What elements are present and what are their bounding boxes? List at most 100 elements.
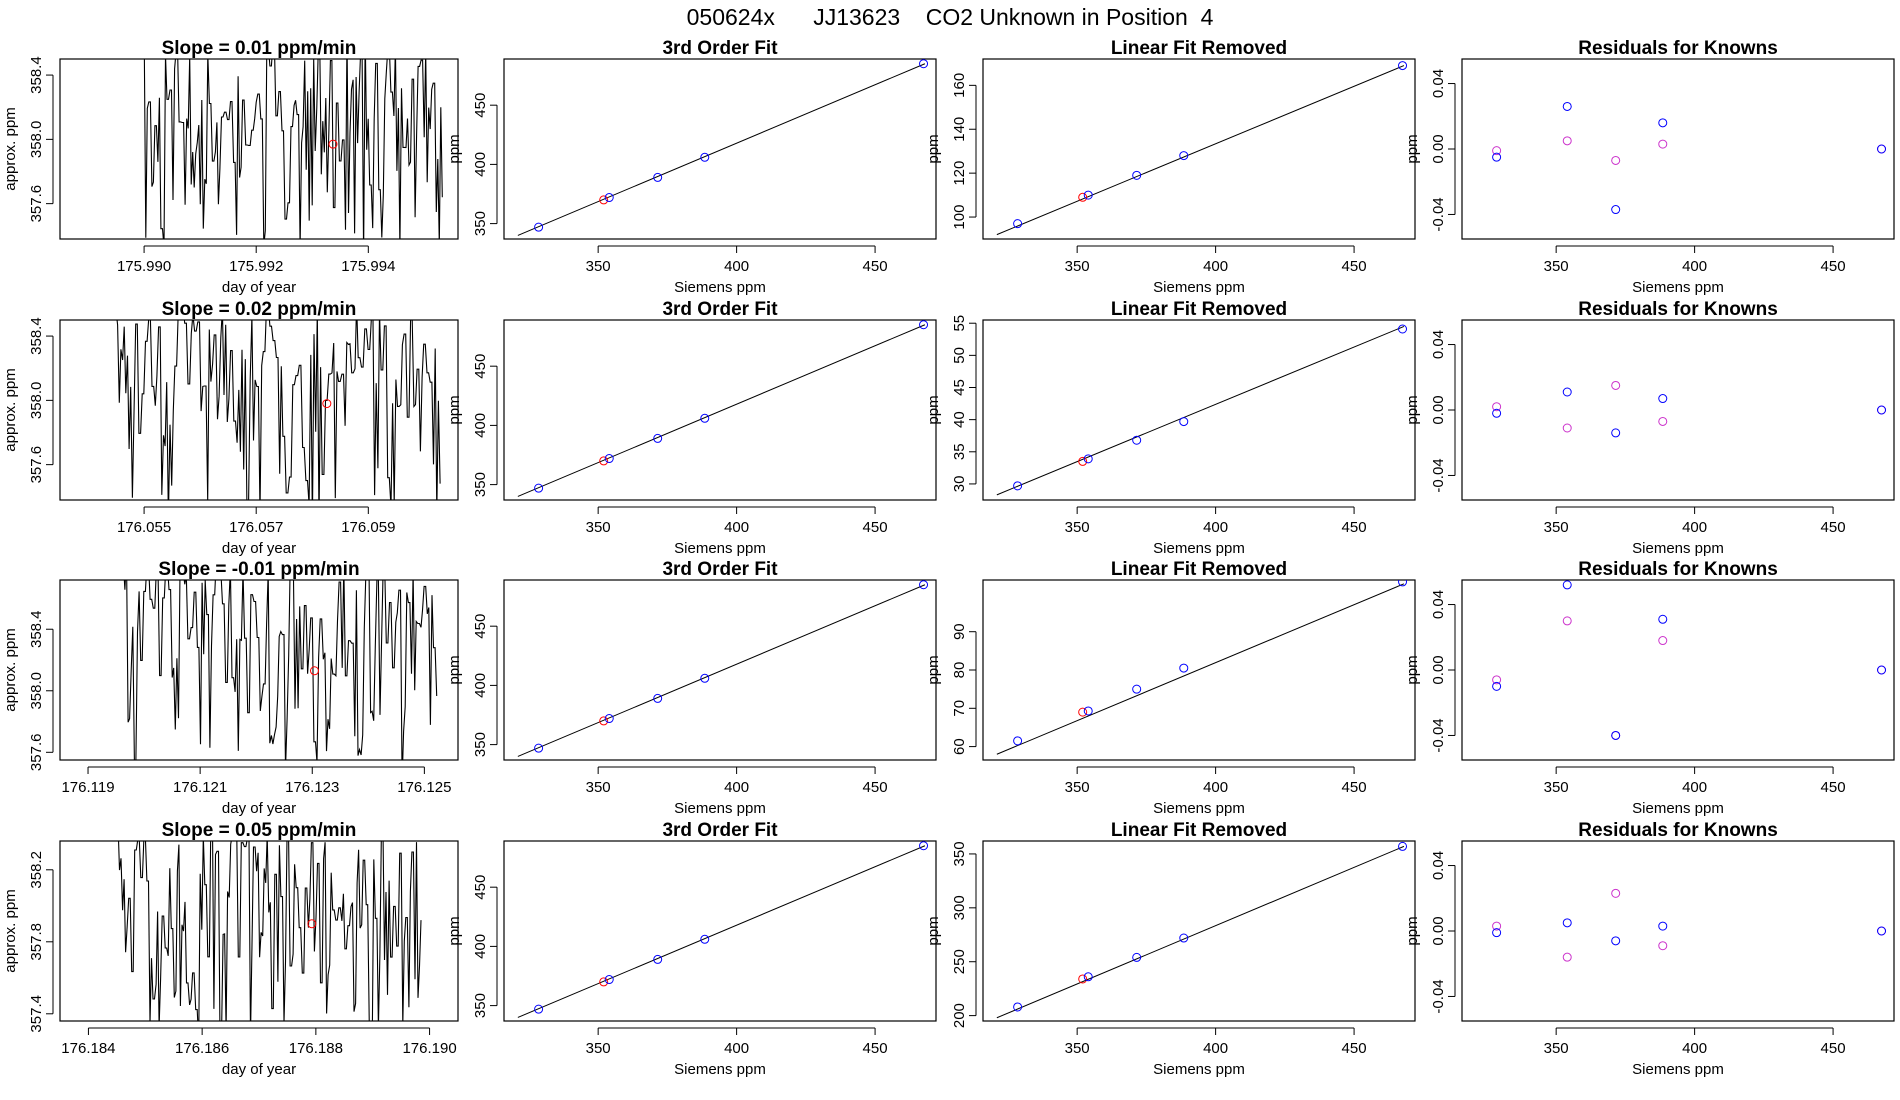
x-tick-label: 176.057: [229, 519, 283, 536]
known-point: [1013, 1002, 1023, 1012]
x-tick-label: 400: [724, 779, 749, 796]
panel-timeseries: Slope = 0.02 ppm/min 176.055 176.057 176.05…: [2, 299, 459, 557]
x-tick-label: 350: [1065, 1040, 1090, 1057]
y-axis-label: ppm: [925, 655, 942, 684]
known-point: [1132, 684, 1142, 694]
known-point: [919, 59, 929, 69]
x-tick-label: 400: [1682, 519, 1707, 536]
panel-linear-removed: Linear Fit Removed 350 400 450 Siemens ppm 60…: [925, 559, 1416, 817]
y-axis-label: ppm: [1404, 655, 1421, 684]
panel-linear-removed: Linear Fit Removed 350 400 450 Siemens ppm 10…: [925, 38, 1416, 296]
residual-point: [1658, 614, 1668, 624]
known-point: [1132, 435, 1142, 445]
data-marks: [1492, 101, 1887, 215]
plot-title: Residuals for Knowns: [1578, 38, 1778, 59]
residual-point-alt: [1492, 675, 1502, 685]
known-point: [1398, 580, 1408, 587]
unknown-point: [599, 195, 609, 205]
x-axis-label: Siemens ppm: [1153, 540, 1245, 557]
data-marks: [118, 841, 422, 1021]
panel-residuals: Residuals for Knowns 350 400 450 Siemens ppm…: [1404, 559, 1895, 817]
residual-point-alt: [1562, 616, 1572, 626]
x-axis-label: day of year: [222, 1061, 296, 1078]
plot-frame: [1461, 319, 1895, 501]
data-marks: [1492, 580, 1887, 740]
y-tick-label: 350: [472, 472, 489, 497]
y-tick-label: 357.8: [28, 923, 45, 961]
residual-point: [1877, 405, 1887, 415]
y-axis-label: ppm: [925, 916, 942, 945]
y-tick-label: 358.4: [28, 610, 45, 648]
plot-frame: [982, 319, 1416, 501]
y-tick-label: 0.00: [1430, 655, 1447, 684]
known-point: [1179, 151, 1189, 161]
residual-point-alt: [1611, 155, 1621, 165]
y-axis-label: ppm: [925, 134, 942, 163]
y-axis-label: ppm: [446, 916, 463, 945]
x-tick-label: 400: [1203, 779, 1228, 796]
fit-line: [517, 845, 926, 1018]
x-tick-label: 400: [1203, 519, 1228, 536]
known-point: [919, 841, 929, 851]
x-axis-label: Siemens ppm: [674, 279, 766, 296]
residual-point: [1492, 408, 1502, 418]
data-marks: [143, 59, 443, 239]
plot-frame: [503, 58, 937, 240]
plot-frame: [503, 840, 937, 1022]
x-tick-label: 350: [586, 779, 611, 796]
y-tick-label: 357.6: [28, 734, 45, 772]
y-tick-label: 450: [472, 875, 489, 900]
y-tick-label: -0.04: [1430, 458, 1447, 492]
fit-line: [996, 845, 1405, 1019]
x-axis-label: Siemens ppm: [1632, 800, 1724, 817]
panel-residuals: Residuals for Knowns 350 400 450 Siemens ppm…: [1404, 38, 1895, 296]
y-tick-label: -0.04: [1430, 979, 1447, 1013]
unknown-point: [322, 399, 332, 409]
y-tick-label: 40: [951, 411, 968, 428]
residual-point: [1611, 428, 1621, 438]
panel-fit: 3rd Order Fit 350 400 450 Siemens ppm 350 400 4…: [446, 559, 937, 817]
residual-point: [1562, 101, 1572, 111]
known-point: [1179, 663, 1189, 673]
data-marks: [116, 320, 441, 500]
x-axis-label: Siemens ppm: [1632, 1061, 1724, 1078]
x-tick-label: 400: [1203, 1040, 1228, 1057]
y-tick-label: 350: [472, 211, 489, 236]
residual-point: [1492, 928, 1502, 938]
known-point: [1179, 933, 1189, 943]
plot-title: 3rd Order Fit: [662, 38, 778, 59]
data-marks: [996, 324, 1408, 496]
residual-point: [1611, 205, 1621, 215]
panel-timeseries: Slope = 0.05 ppm/min 176.184 176.186 176.18…: [2, 820, 459, 1078]
data-marks: [517, 580, 929, 757]
x-tick-label: 176.059: [341, 519, 395, 536]
x-tick-label: 176.121: [173, 779, 227, 796]
x-tick-label: 176.055: [117, 519, 171, 536]
x-tick-label: 176.186: [175, 1040, 229, 1057]
plot-title: Linear Fit Removed: [1111, 38, 1287, 59]
y-tick-label: 358.0: [28, 672, 45, 710]
x-tick-label: 400: [1682, 1040, 1707, 1057]
plot-title: Slope = 0.05 ppm/min: [162, 820, 357, 841]
x-tick-label: 400: [724, 258, 749, 275]
x-axis-label: Siemens ppm: [1632, 279, 1724, 296]
y-tick-label: 90: [951, 623, 968, 640]
unknown-point: [1078, 192, 1088, 202]
y-tick-label: -0.04: [1430, 718, 1447, 752]
residual-point-alt: [1658, 139, 1668, 149]
y-tick-label: 0.00: [1430, 395, 1447, 424]
known-point: [1013, 736, 1023, 746]
y-tick-label: 357.4: [28, 995, 45, 1033]
x-tick-label: 400: [724, 519, 749, 536]
known-point: [653, 693, 663, 703]
main-title: 050624x JJ13623 CO2 Unknown in Position …: [687, 4, 1214, 30]
fit-line: [517, 324, 926, 497]
y-axis-label: ppm: [1404, 134, 1421, 163]
x-axis-label: Siemens ppm: [1153, 1061, 1245, 1078]
plot-frame: [59, 840, 459, 1022]
y-axis-label: ppm: [446, 134, 463, 163]
residual-point: [1611, 730, 1621, 740]
y-tick-label: 140: [951, 117, 968, 142]
residual-point-alt: [1562, 952, 1572, 962]
